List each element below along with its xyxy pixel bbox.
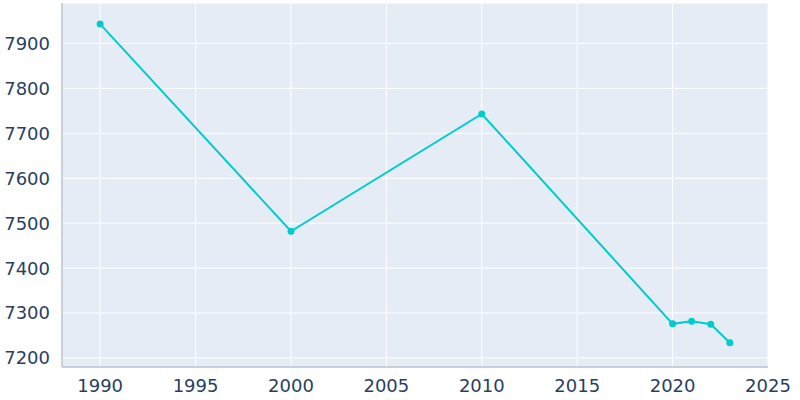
svg-text:2000: 2000 (268, 375, 314, 396)
svg-text:2025: 2025 (745, 375, 791, 396)
svg-text:7700: 7700 (8, 123, 50, 144)
svg-text:7400: 7400 (8, 258, 50, 279)
svg-text:1995: 1995 (173, 375, 219, 396)
svg-text:2005: 2005 (363, 375, 409, 396)
svg-text:2010: 2010 (459, 375, 505, 396)
svg-text:2020: 2020 (650, 375, 696, 396)
svg-text:7800: 7800 (8, 78, 50, 99)
svg-text:7900: 7900 (8, 33, 50, 54)
svg-text:2015: 2015 (554, 375, 600, 396)
svg-text:7300: 7300 (8, 302, 50, 323)
svg-text:7500: 7500 (8, 213, 50, 234)
svg-text:7600: 7600 (8, 168, 50, 189)
svg-text:1990: 1990 (77, 375, 123, 396)
svg-text:7200: 7200 (8, 347, 50, 368)
